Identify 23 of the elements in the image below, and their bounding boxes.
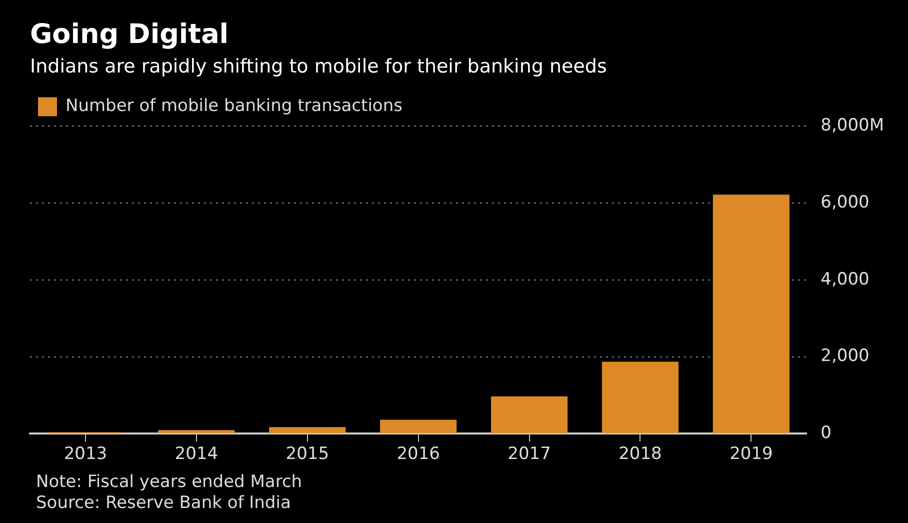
x-tick-label: 2018 [618, 444, 662, 464]
bar [491, 396, 568, 434]
x-tick-label: 2016 [396, 444, 440, 464]
y-tick-label: 8,000M [820, 116, 884, 136]
chart-subtitle: Indians are rapidly shifting to mobile for their banking needs [30, 56, 607, 78]
bar [712, 194, 790, 434]
text: Note: Fiscal years ended March [36, 472, 302, 493]
y-tick-label: 2,000 [820, 346, 870, 366]
bar [602, 362, 679, 434]
chart-title: Going Digital [30, 19, 229, 50]
bar [269, 427, 346, 434]
x-tick-label: 2014 [174, 444, 218, 464]
x-tick-label: 2017 [508, 444, 551, 464]
y-tick-label: 0 [820, 423, 832, 444]
source-note: Source: Reserve Bank of India [36, 493, 292, 514]
bar [380, 420, 457, 434]
y-tick-label: 4,000 [820, 269, 870, 290]
x-tick-label: 2015 [286, 444, 330, 464]
y-tick-label: 6,000 [820, 192, 870, 212]
legend-label: Number of mobile banking transactions [66, 96, 403, 116]
x-tick-label: 2019 [730, 444, 773, 464]
x-tick-label: 2013 [64, 444, 108, 464]
bar [158, 430, 235, 434]
